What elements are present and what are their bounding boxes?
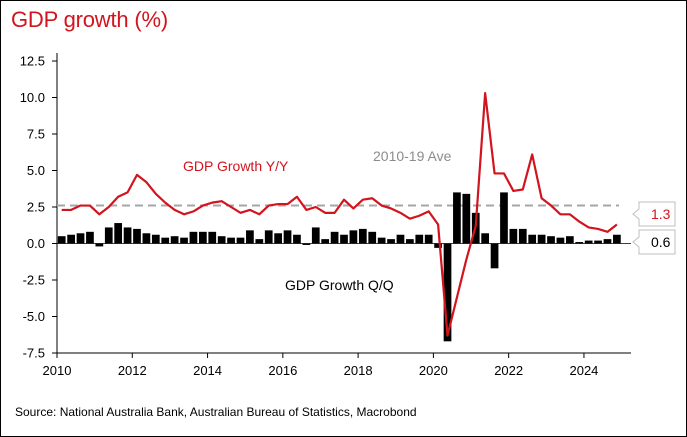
x-tick-label: 2024: [569, 363, 598, 378]
qq-bar: [528, 234, 537, 244]
qq-bar: [415, 234, 424, 244]
qq-bar: [246, 230, 254, 244]
qq-bar: [584, 240, 593, 244]
qq-bar: [603, 239, 612, 244]
qq-bar: [518, 228, 527, 244]
qq-bar: [330, 231, 339, 244]
qq-bar: [255, 239, 264, 244]
x-tick-label: 2012: [118, 363, 147, 378]
qq-bar: [575, 242, 584, 244]
qq-bar: [358, 228, 367, 244]
qq-bar: [208, 231, 217, 244]
qq-bar: [95, 243, 104, 247]
x-tick-label: 2010: [43, 363, 72, 378]
qq-bar: [123, 227, 132, 244]
qq-bar: [500, 192, 508, 244]
qq-bar: [377, 237, 386, 244]
qq-bar: [151, 234, 160, 244]
qq-bar: [490, 243, 499, 269]
qq-bar: [236, 237, 245, 244]
qq-bar: [537, 234, 546, 244]
qq-bar: [57, 236, 66, 244]
x-tick-label: 2014: [193, 363, 222, 378]
qq-bar: [368, 231, 377, 244]
y-tick-label: -2.5: [23, 273, 45, 288]
qq-bar: [387, 239, 395, 244]
qq-bar: [86, 231, 94, 244]
qq-bar: [340, 234, 348, 244]
qq-last-box: [632, 229, 676, 255]
y-tick-label: 12.5: [20, 54, 45, 69]
qq-bar: [293, 234, 301, 244]
qq-bar: [227, 237, 235, 244]
average-label: 2010-19 Ave: [373, 148, 452, 164]
qq-bar: [283, 230, 292, 244]
y-tick-label: 10.0: [20, 90, 45, 105]
qq-bar: [264, 230, 273, 244]
qq-series-label: GDP Growth Q/Q: [285, 277, 394, 293]
qq-bar: [67, 234, 75, 244]
x-tick-label: 2022: [494, 363, 523, 378]
y-tick-label: 0.0: [27, 236, 45, 251]
yy-last-box: [632, 201, 676, 227]
qq-bar: [198, 231, 207, 244]
qq-bar: [613, 234, 621, 244]
qq-bar: [406, 239, 414, 244]
y-tick-label: -7.5: [23, 346, 45, 361]
qq-bar: [133, 228, 141, 244]
qq-bar: [547, 236, 555, 244]
qq-bar: [76, 233, 85, 244]
y-tick-label: 2.5: [27, 200, 45, 215]
qq-bar: [481, 233, 490, 244]
yy-series-label: GDP Growth Y/Y: [183, 158, 289, 174]
qq-bar: [302, 243, 311, 245]
qq-bar: [180, 237, 188, 244]
y-tick-label: 7.5: [27, 127, 45, 142]
qq-bar: [321, 239, 330, 244]
qq-bar: [453, 192, 461, 244]
qq-last-value: 0.6: [651, 234, 671, 250]
x-tick-label: 2016: [268, 363, 297, 378]
qq-bar: [114, 223, 123, 244]
qq-bar: [217, 236, 226, 244]
qq-bar: [189, 231, 198, 244]
x-tick-label: 2020: [419, 363, 448, 378]
qq-bar: [104, 227, 113, 244]
qq-bar: [556, 237, 565, 244]
qq-bar: [170, 236, 179, 244]
chart-title: GDP growth (%): [11, 7, 168, 32]
y-tick-label: -5.0: [23, 309, 45, 324]
qq-bar: [565, 236, 574, 244]
qq-bar: [594, 240, 602, 244]
qq-bar: [274, 233, 282, 244]
qq-bar: [142, 233, 151, 244]
qq-bar: [434, 243, 442, 248]
qq-bar: [311, 227, 320, 244]
qq-bar: [509, 228, 518, 244]
qq-bar: [424, 234, 433, 244]
qq-bar: [396, 234, 405, 244]
qq-bar: [349, 230, 358, 244]
yy-line: [61, 92, 618, 337]
chart-source: Source: National Australia Bank, Austral…: [15, 405, 417, 419]
qq-bar: [443, 243, 452, 342]
x-tick-label: 2018: [344, 363, 373, 378]
y-tick-label: 5.0: [27, 163, 45, 178]
qq-bar: [161, 237, 170, 244]
qq-bar: [462, 193, 471, 244]
yy-last-value: 1.3: [651, 206, 671, 222]
